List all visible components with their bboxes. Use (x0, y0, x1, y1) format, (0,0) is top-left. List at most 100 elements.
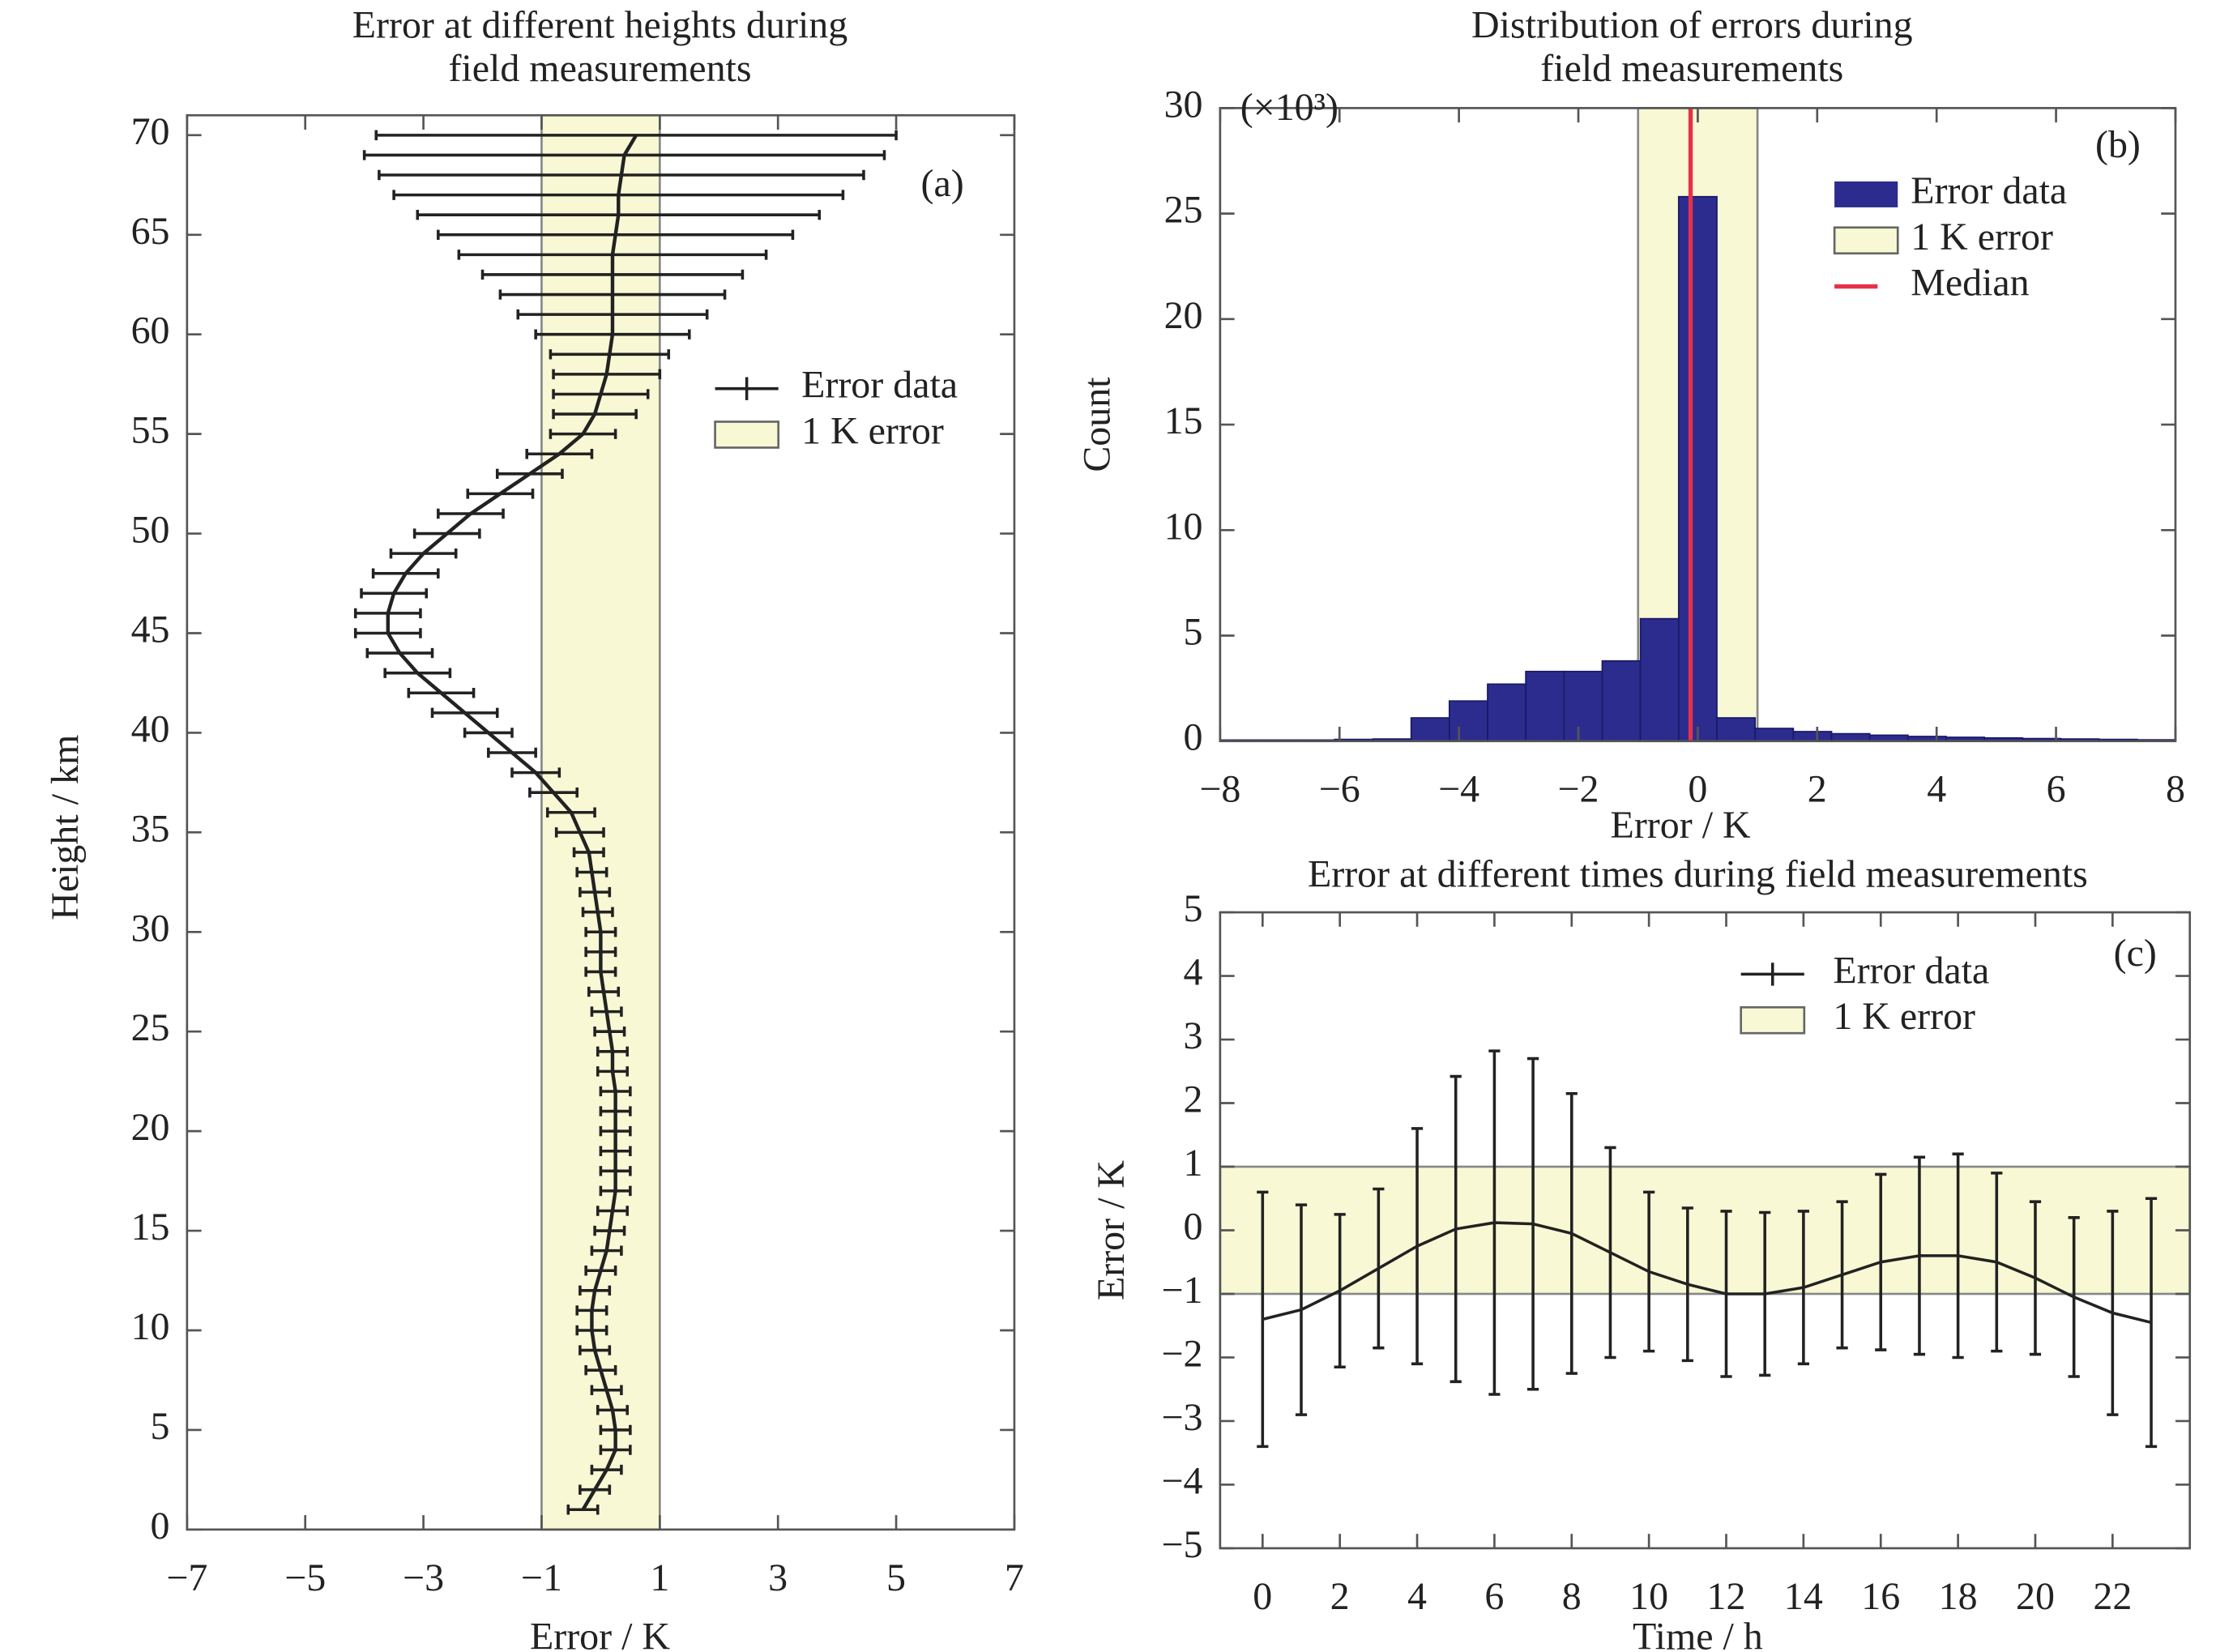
legend-swatch (714, 420, 780, 449)
y-tick-label: 20 (1164, 294, 1203, 337)
x-tick-label: −6 (1319, 768, 1360, 811)
histogram-bar (1639, 617, 1680, 742)
error-line (386, 134, 638, 1511)
y-tick-label: 4 (1184, 951, 1203, 994)
x-tick-label: 8 (2166, 768, 2185, 811)
histogram-bar (1448, 700, 1488, 742)
x-tick-label: −7 (166, 1556, 207, 1599)
y-axis-label: Height / km (44, 735, 87, 920)
error-line (1262, 1221, 2152, 1325)
x-axis-label: Error / K (530, 1616, 670, 1652)
chart-title: field measurements (448, 47, 751, 90)
y-tick-label: −5 (1162, 1523, 1203, 1566)
band (540, 113, 661, 1531)
histogram-bar (1677, 195, 1718, 742)
x-tick-label: 7 (1005, 1556, 1024, 1599)
y-tick-label: 5 (1184, 887, 1203, 930)
y-tick-label: 10 (1164, 505, 1203, 548)
y-tick-label: 0 (151, 1505, 170, 1547)
x-tick-label: −4 (1438, 768, 1479, 811)
panel-label: (c) (2114, 932, 2157, 975)
x-tick-label: −2 (1558, 768, 1599, 811)
y-tick-label: 50 (131, 509, 170, 552)
legend-swatch (1834, 181, 1898, 207)
x-tick-label: 22 (2093, 1575, 2132, 1618)
panel-label: (a) (921, 162, 964, 205)
x-tick-label: −5 (284, 1556, 326, 1599)
x-tick-label: 16 (1861, 1575, 1900, 1618)
histogram-bar (1830, 732, 1871, 742)
legend-swatch (1740, 963, 1804, 986)
x-tick-label: 4 (1927, 768, 1946, 811)
x-tick-label: 0 (1688, 768, 1707, 811)
y-tick-label: −2 (1162, 1332, 1203, 1375)
y-tick-label: 30 (1164, 83, 1203, 126)
x-tick-label: 20 (2016, 1575, 2055, 1618)
histogram-bar (1716, 717, 1757, 742)
legend-label: Median (1911, 262, 2029, 305)
x-tick-label: 6 (2047, 768, 2066, 811)
histogram-bar (1410, 717, 1450, 742)
x-axis-label: Error / K (1611, 804, 1751, 847)
x-tick-label: 0 (1253, 1575, 1272, 1618)
y-tick-label: 0 (1184, 1205, 1203, 1248)
histogram-bar (1487, 683, 1527, 742)
y-tick-label: 60 (131, 309, 170, 352)
legend-label: 1 K error (1833, 995, 1975, 1038)
y-tick-label: 25 (131, 1006, 170, 1049)
y-tick-label: 30 (131, 907, 170, 950)
legend-swatch (715, 377, 779, 400)
y-tick-label: 15 (1164, 399, 1203, 442)
x-tick-label: 14 (1784, 1575, 1823, 1618)
y-tick-label: 55 (131, 409, 170, 452)
histogram-bar (1754, 728, 1795, 742)
x-tick-label: −8 (1199, 768, 1240, 811)
legend-swatch (1833, 226, 1899, 255)
y-tick-label: 70 (131, 110, 170, 153)
histogram-bar (1792, 731, 1833, 742)
y-tick-label: 35 (131, 807, 170, 850)
x-tick-label: 1 (650, 1556, 669, 1599)
y-tick-label: −1 (1162, 1269, 1203, 1312)
y-tick-label: 40 (131, 707, 170, 750)
x-tick-label: 2 (1330, 1575, 1350, 1618)
y-tick-label: −3 (1162, 1396, 1203, 1439)
chart-title: Error at different heights during (352, 4, 848, 47)
y-tick-label: 5 (151, 1405, 170, 1448)
x-tick-label: 18 (1939, 1575, 1978, 1618)
x-tick-label: −1 (521, 1556, 562, 1599)
y-tick-label: 5 (1184, 611, 1203, 654)
x-tick-label: 3 (768, 1556, 788, 1599)
histogram-bar (1525, 670, 1565, 742)
y-tick-label: 20 (131, 1106, 170, 1149)
y-tick-label: 15 (131, 1206, 170, 1249)
y-axis-label: Error / K (1090, 1160, 1133, 1300)
x-tick-label: 6 (1484, 1575, 1504, 1618)
y-tick-label: 2 (1184, 1078, 1203, 1121)
x-tick-label: 2 (1808, 768, 1827, 811)
scale-annotation: (×10³) (1240, 86, 1339, 129)
histogram-bar (1563, 670, 1603, 742)
y-tick-label: −4 (1162, 1459, 1203, 1502)
plot-frame (186, 113, 1016, 1531)
legend-label: 1 K error (801, 409, 944, 452)
chart-title: field measurements (1540, 47, 1843, 90)
legend-swatch (1740, 1005, 1806, 1035)
x-tick-label: 4 (1407, 1575, 1427, 1618)
x-axis-label: Time / h (1633, 1616, 1763, 1652)
x-tick-label: 12 (1707, 1575, 1746, 1618)
y-tick-label: 65 (131, 210, 170, 253)
error-bar (2145, 1197, 2158, 1449)
histogram-bar (1601, 660, 1642, 742)
legend-label: Error data (801, 364, 958, 407)
error-bar (374, 130, 898, 141)
panel-label: (b) (2095, 123, 2141, 166)
y-tick-label: 0 (1184, 716, 1203, 759)
y-tick-label: 10 (131, 1305, 170, 1348)
legend-label: 1 K error (1911, 216, 2053, 258)
chart-title: Distribution of errors during (1471, 4, 1913, 47)
x-tick-label: 10 (1629, 1575, 1668, 1618)
legend-label: Error data (1833, 949, 1989, 992)
x-tick-label: 5 (886, 1556, 906, 1599)
